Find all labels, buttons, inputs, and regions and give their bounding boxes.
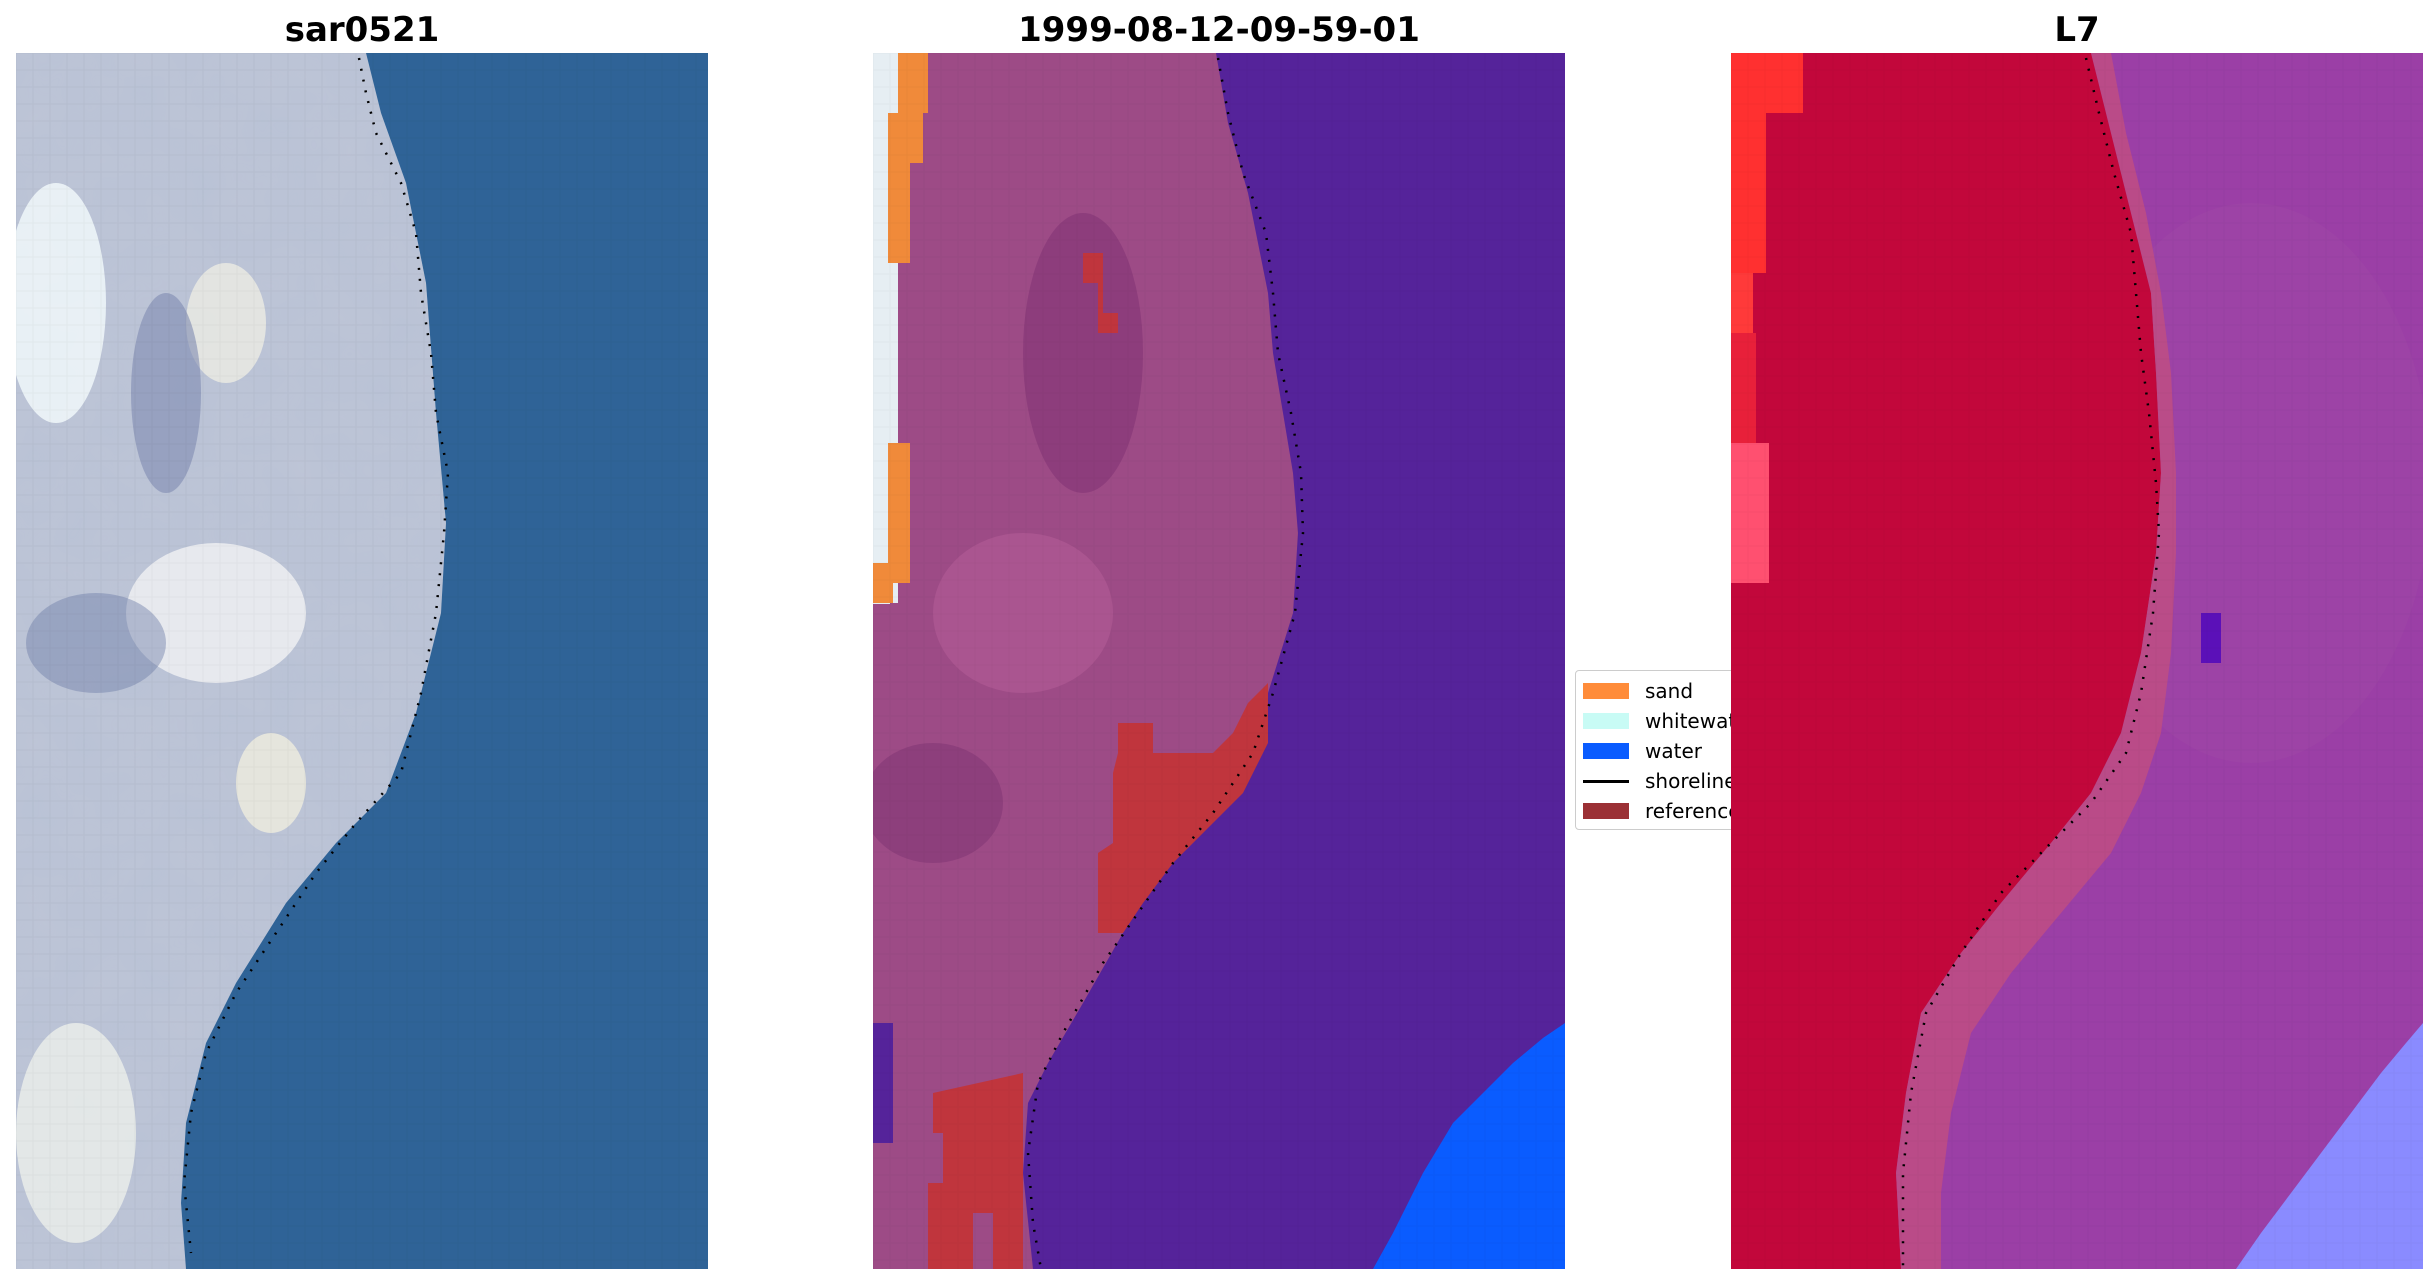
classification-image	[873, 53, 1565, 1269]
shoreline-line	[1901, 57, 2161, 1269]
l7-panel	[1731, 53, 2423, 1269]
rgb-image	[16, 53, 708, 1269]
whitewater-swatch	[1583, 713, 1629, 729]
legend-label: sand	[1645, 679, 1694, 703]
legend-item-sand: sand	[1583, 676, 1693, 706]
legend-label: reference	[1645, 799, 1741, 823]
sand-swatch	[1583, 683, 1629, 699]
l7-image	[1731, 53, 2423, 1269]
classification-panel	[873, 53, 1565, 1269]
panel-title-right: L7	[2054, 10, 2100, 50]
legend-label: water	[1645, 739, 1702, 763]
shoreline-line-swatch	[1583, 779, 1629, 783]
legend-item-reference: reference	[1583, 796, 1741, 826]
panel-title-left: sar0521	[284, 10, 440, 50]
legend-item-shoreline: shoreline	[1583, 766, 1737, 796]
legend: sand whitewater water shoreline referenc…	[1575, 670, 1755, 830]
legend-item-whitewater: whitewater	[1583, 706, 1754, 736]
water-swatch	[1583, 743, 1629, 759]
legend-label: shoreline	[1645, 769, 1737, 793]
legend-item-water: water	[1583, 736, 1702, 766]
reference-swatch	[1583, 803, 1629, 819]
panel-title-middle: 1999-08-12-09-59-01	[1018, 10, 1420, 50]
rgb-image-panel	[16, 53, 708, 1269]
